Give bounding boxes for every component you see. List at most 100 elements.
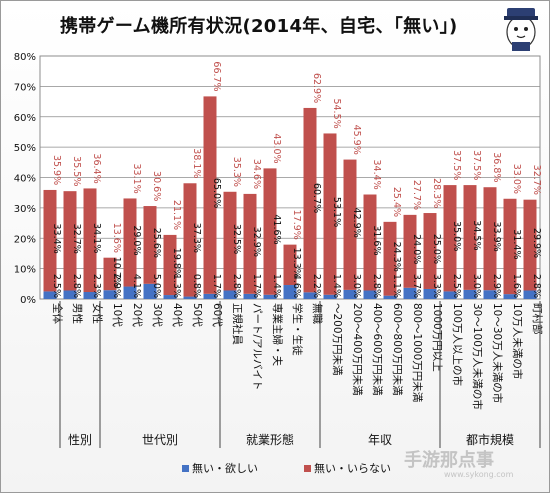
total-label: 13.6% — [111, 223, 122, 253]
category-label: 正規社員 — [231, 303, 244, 345]
total-label: 33.0% — [511, 164, 522, 194]
segment-label-want: 2.8% — [71, 274, 82, 298]
bar-segment-not-needed — [143, 206, 157, 284]
category-label: 40代 — [171, 303, 183, 327]
group-label: 年収 — [368, 433, 392, 447]
y-tick-label: 40% — [14, 174, 36, 185]
segment-label-not-needed: 53.1% — [331, 197, 342, 227]
bar-segment-want — [183, 296, 197, 299]
total-label: 35.9% — [51, 155, 62, 185]
bar-segment-want — [243, 293, 257, 299]
segment-label-not-needed: 35.0% — [451, 221, 462, 251]
y-tick-label: 20% — [14, 234, 36, 245]
segment-label-not-needed: 42.9% — [351, 208, 362, 238]
segment-label-not-needed: 24.3% — [391, 242, 402, 272]
segment-label-not-needed: 13.3% — [291, 248, 302, 278]
segment-label-not-needed: 32.9% — [251, 227, 262, 257]
segment-label-not-needed: 29.0% — [131, 225, 142, 255]
segment-label-not-needed: 32.5% — [231, 224, 242, 254]
segment-label-want: 3.3% — [431, 274, 442, 298]
group-label: 世代別 — [142, 433, 178, 447]
watermark: 手游那点事 www.sykong.com — [404, 446, 513, 479]
category-label: 30～100万人未満の市 — [471, 303, 484, 410]
segment-label-want: 3.7% — [411, 274, 422, 298]
legend-swatch-not-needed — [304, 464, 311, 472]
segment-label-want: 2.9% — [491, 274, 502, 298]
bar-segment-want — [83, 292, 97, 299]
segment-label-want: 2.3% — [91, 274, 102, 298]
bar-segment-want — [423, 288, 437, 299]
bar-segment-not-needed — [203, 96, 217, 294]
category-label: ～200万円未満 — [331, 303, 343, 376]
category-label: 600～800万円未満 — [391, 303, 403, 396]
chart-title: 携帯ゲーム機所有状況(2014年、自宅、「無い」) — [60, 16, 458, 37]
segment-label-not-needed: 32.7% — [71, 224, 82, 254]
category-label: 800～1000万円未満 — [411, 303, 423, 403]
segment-label-want: 3.0% — [351, 274, 362, 298]
segment-label-not-needed: 34.5% — [471, 220, 482, 250]
bar-segment-not-needed — [323, 133, 337, 295]
total-label: 30.6% — [151, 171, 162, 201]
watermark-text: 手游那点事 — [404, 450, 494, 471]
bar-segment-want — [143, 283, 157, 299]
bar-segment-want — [383, 295, 397, 299]
y-tick-label: 80% — [14, 52, 36, 63]
segment-label-want: 1.4% — [271, 274, 282, 298]
total-label: 34.4% — [371, 160, 382, 190]
bar-segment-want — [523, 290, 537, 299]
total-label: 36.4% — [91, 153, 102, 183]
total-label: 32.7% — [531, 165, 542, 195]
segment-label-not-needed: 31.6% — [371, 225, 382, 255]
segment-label-want: 5.0% — [151, 274, 162, 298]
bar-segment-not-needed — [523, 199, 537, 291]
bar-segment-want — [303, 292, 317, 299]
bar-segment-not-needed — [243, 193, 257, 294]
total-label: 33.1% — [131, 163, 142, 193]
bar-segment-not-needed — [363, 194, 377, 291]
segment-label-not-needed: 33.4% — [51, 223, 62, 253]
total-label: 38.1% — [191, 148, 202, 178]
category-label: 100万人以上の市 — [451, 303, 464, 386]
bar-segment-not-needed — [63, 191, 77, 291]
segment-label-not-needed: 37.3% — [191, 223, 202, 253]
bar-segment-want — [163, 295, 177, 299]
bar-segment-want — [263, 294, 277, 299]
bar-segment-want — [103, 290, 117, 299]
bar-segment-not-needed — [283, 244, 297, 286]
y-tick-label: 50% — [14, 143, 36, 154]
segment-label-not-needed: 24.0% — [411, 234, 422, 264]
segment-label-want: 1.7% — [251, 274, 262, 298]
legend-swatch-want — [182, 464, 189, 472]
legend-label-want: 無い・欲しい — [192, 462, 258, 475]
total-label: 54.5% — [331, 98, 342, 128]
total-label: 43.0% — [271, 133, 282, 163]
segment-label-not-needed: 19.8% — [171, 248, 182, 278]
segment-label-want: 1.1% — [391, 274, 402, 298]
category-label: 10代 — [111, 303, 123, 327]
bar-segment-want — [483, 290, 497, 299]
bar-segment-not-needed — [403, 214, 417, 288]
bar-segment-want — [323, 294, 337, 299]
category-label: 無職 — [311, 303, 324, 324]
bar-segment-not-needed — [303, 107, 317, 293]
segment-label-want: 2.2% — [311, 274, 322, 298]
bar-segment-want — [403, 287, 417, 299]
bar-segment-want — [283, 285, 297, 299]
y-tick-label: 30% — [14, 204, 36, 215]
bar-segment-want — [363, 290, 377, 299]
total-label: 34.6% — [251, 159, 262, 189]
category-label: 10万人未満の市 — [511, 303, 524, 379]
bar-segment-not-needed — [383, 221, 397, 296]
category-label: 200～400万円未満 — [351, 303, 363, 396]
total-label: 66.7% — [211, 61, 222, 91]
bar-segment-not-needed — [103, 257, 117, 291]
category-label: 10～30万人未満の市 — [491, 303, 504, 403]
total-label: 35.5% — [71, 156, 82, 186]
bar-segment-not-needed — [263, 168, 277, 295]
legend: 無い・欲しい 無い・いらない — [182, 460, 391, 476]
category-label: 男性 — [71, 303, 84, 324]
total-label: 28.3% — [431, 178, 442, 208]
total-label: 62.9% — [311, 73, 322, 103]
bar-segment-want — [43, 291, 57, 299]
